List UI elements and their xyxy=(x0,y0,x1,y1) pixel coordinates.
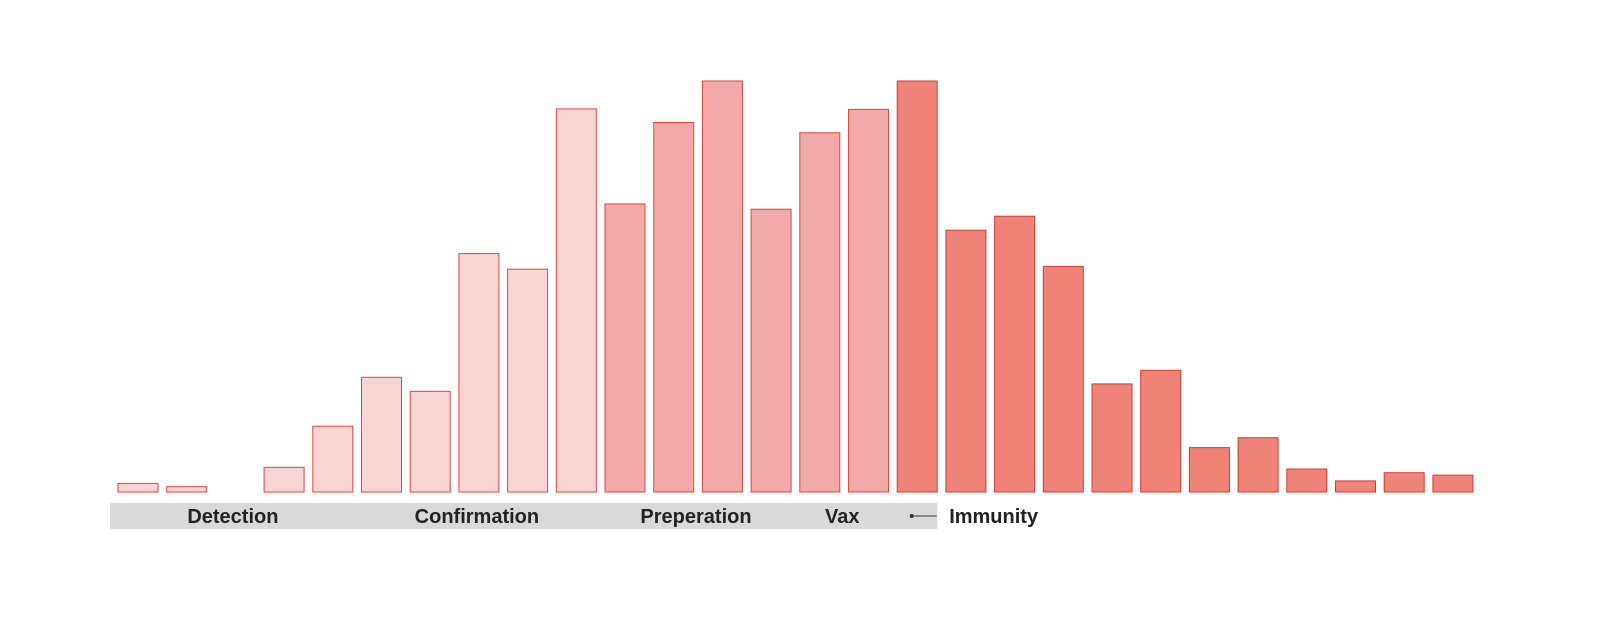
bar-10 xyxy=(555,108,597,493)
bar-7 xyxy=(409,390,451,493)
bar-22 xyxy=(1140,369,1182,493)
bar-25 xyxy=(1286,468,1328,493)
bar-11 xyxy=(604,203,646,493)
bar-15 xyxy=(799,132,841,493)
bar-6 xyxy=(361,376,402,493)
bar-8 xyxy=(458,253,500,493)
phase-label-vax: Vax xyxy=(825,506,859,528)
phase-bands-layer: Detection Confirmation Preperation Vax Immun… xyxy=(110,503,1039,529)
phase-band-preperation xyxy=(598,503,795,529)
bars-layer xyxy=(117,80,1474,493)
phase-label-immunity: Immunity xyxy=(949,506,1039,528)
phase-band-detection xyxy=(110,503,356,529)
phase-band-confirmation xyxy=(354,503,600,529)
bar-17 xyxy=(896,80,938,493)
bar-1 xyxy=(117,482,159,493)
bar-19 xyxy=(994,215,1036,493)
bar-16 xyxy=(848,108,889,493)
bar-23 xyxy=(1188,447,1230,493)
phase-label-detection: Detection xyxy=(187,506,278,528)
phase-band-vax xyxy=(792,503,892,529)
phase-label-preperation: Preperation xyxy=(640,506,751,528)
bar-20 xyxy=(1042,265,1084,493)
bar-2 xyxy=(166,486,208,493)
phase-label-confirmation: Confirmation xyxy=(415,506,539,528)
bar-21 xyxy=(1091,383,1133,493)
bar-9 xyxy=(507,268,549,493)
bar-13 xyxy=(701,80,743,493)
bar-26 xyxy=(1335,480,1376,493)
bar-18 xyxy=(945,229,987,493)
bar-24 xyxy=(1237,437,1279,493)
bar-5 xyxy=(312,425,354,493)
bar-12 xyxy=(653,122,695,493)
bar-28 xyxy=(1432,474,1474,493)
bar-27 xyxy=(1383,472,1425,493)
bar-4 xyxy=(263,466,305,493)
bar-14 xyxy=(750,208,792,493)
